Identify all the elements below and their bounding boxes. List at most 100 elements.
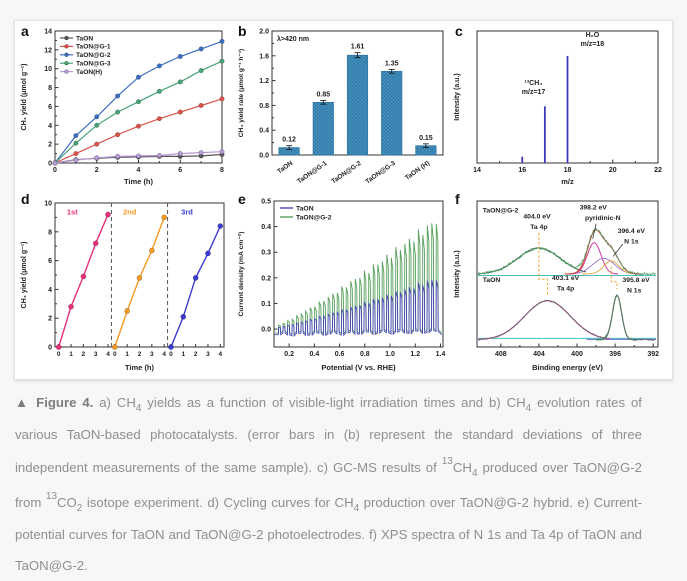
svg-text:0.0: 0.0 xyxy=(261,327,271,334)
caption-segment: ▲ Figure 4. xyxy=(15,395,94,410)
svg-text:1.35: 1.35 xyxy=(385,60,399,67)
svg-text:Ta 4p: Ta 4p xyxy=(530,224,547,231)
svg-text:8: 8 xyxy=(220,167,224,174)
svg-text:TaON@G-3: TaON@G-3 xyxy=(76,61,111,68)
xps-measured-TaON@G-2 xyxy=(477,227,656,277)
svg-text:TaON: TaON xyxy=(483,277,501,284)
plot-frame xyxy=(273,200,444,348)
svg-text:TaON(H): TaON(H) xyxy=(76,69,102,76)
svg-text:Time (h): Time (h) xyxy=(125,363,155,372)
caption-segment: a) CH xyxy=(93,395,136,410)
caption-segment: produced over TaON@G-2 from xyxy=(15,460,642,511)
svg-text:0.8: 0.8 xyxy=(259,103,269,110)
svg-text:1.61: 1.61 xyxy=(351,44,365,51)
caption-segment: 13 xyxy=(45,491,58,503)
panel-e: e 0.2 0.4 0.6 0.8 1.0 1.2 1.4 0.0 0.1 0.2 0.3 0.4 0.… xyxy=(234,191,451,377)
svg-text:396: 396 xyxy=(609,351,621,358)
svg-text:0: 0 xyxy=(57,351,61,358)
svg-text:CH₄ yield (μmol g⁻¹): CH₄ yield (μmol g⁻¹) xyxy=(21,64,28,131)
caption-segment: CO xyxy=(57,495,77,511)
svg-text:4: 4 xyxy=(218,351,222,358)
svg-text:Potential (V vs. RHE): Potential (V vs. RHE) xyxy=(321,363,396,372)
svg-text:0.4: 0.4 xyxy=(309,351,319,358)
svg-text:18: 18 xyxy=(564,167,572,174)
xps-measured-TaON xyxy=(477,294,656,341)
caption-segment: CH xyxy=(452,460,472,476)
series-TaON xyxy=(274,279,443,337)
panel-c: c 14 16 18 20 22 ¹³CH₄ m/z=17 H₂O m/z=18 m/z Inten… xyxy=(451,23,668,191)
svg-text:1.6: 1.6 xyxy=(259,53,269,60)
svg-text:6: 6 xyxy=(48,258,52,265)
caption-segment: production over TaON@G-2 hybrid. e) Curr… xyxy=(15,495,642,573)
bar-TaON@G-2 xyxy=(346,54,369,156)
svg-text:TaON@G-2: TaON@G-2 xyxy=(483,208,519,215)
caption-segment: yields as a function of visible-light ir… xyxy=(141,395,526,410)
svg-text:0.8: 0.8 xyxy=(360,351,370,358)
svg-text:0.85: 0.85 xyxy=(316,91,330,98)
svg-text:20: 20 xyxy=(609,167,617,174)
svg-text:TaON: TaON xyxy=(296,205,314,212)
svg-text:10: 10 xyxy=(44,66,52,73)
svg-text:m/z: m/z xyxy=(561,177,574,186)
svg-text:396.4 eV: 396.4 eV xyxy=(618,228,646,235)
svg-text:0.15: 0.15 xyxy=(419,135,433,142)
svg-text:408: 408 xyxy=(495,351,507,358)
svg-text:1: 1 xyxy=(125,351,129,358)
svg-text:m/z=18: m/z=18 xyxy=(581,41,605,48)
svg-text:0.1: 0.1 xyxy=(261,301,271,308)
guide-line xyxy=(538,232,548,295)
panel-letter-c: c xyxy=(455,23,463,39)
svg-text:TaON@G-2: TaON@G-2 xyxy=(330,160,363,186)
svg-text:N 1s: N 1s xyxy=(624,238,639,245)
svg-text:TaON@G-2: TaON@G-2 xyxy=(296,214,332,221)
cycle-2nd xyxy=(114,217,165,348)
svg-text:1.2: 1.2 xyxy=(259,78,269,85)
caption-segment: 4 xyxy=(135,403,142,414)
svg-text:395.8 eV: 395.8 eV xyxy=(622,277,650,284)
chart-a: 0 2 4 6 8 0 2 4 6 8 10 12 14 Time (h) CH₄ yield (μmol … xyxy=(21,29,225,186)
svg-text:0: 0 xyxy=(169,351,173,358)
panel-d: d 0 2 4 6 8 10 0 1 2 3 4 0 1 2 3 4 0 1 2 3 4 1st 2nd 3rd Time (h… xyxy=(17,191,234,377)
panel-letter-f: f xyxy=(455,191,460,207)
svg-text:0.12: 0.12 xyxy=(282,137,296,144)
caption-segment: 4 xyxy=(353,503,360,515)
caption-segment: 4 xyxy=(471,468,478,480)
xps-peak-396.4 xyxy=(581,260,640,275)
svg-text:3: 3 xyxy=(150,351,154,358)
panel-letter-a: a xyxy=(21,23,29,39)
xps-peak-395.8 xyxy=(596,295,638,341)
panel-f: f 408 404 400 396 392 TaON@G-2 404.0 eV Ta 4p 39… xyxy=(451,191,668,377)
svg-text:2: 2 xyxy=(194,351,198,358)
svg-text:6: 6 xyxy=(48,104,52,111)
series-TaON@G-2 xyxy=(274,223,443,336)
chart-f: 408 404 400 396 392 TaON@G-2 404.0 eV Ta 4p 398.… xyxy=(454,200,659,372)
svg-text:Binding energy (eV): Binding energy (eV) xyxy=(532,363,603,372)
svg-text:4: 4 xyxy=(48,123,52,130)
svg-text:TaON@G-2: TaON@G-2 xyxy=(76,52,111,59)
svg-text:3: 3 xyxy=(94,351,98,358)
svg-text:0.4: 0.4 xyxy=(259,128,269,135)
panel-letter-d: d xyxy=(21,191,30,207)
svg-text:0.5: 0.5 xyxy=(261,199,271,206)
svg-text:1: 1 xyxy=(181,351,185,358)
svg-text:392: 392 xyxy=(647,351,659,358)
svg-text:2: 2 xyxy=(95,167,99,174)
caption-segment: 2 xyxy=(76,503,83,515)
svg-text:3: 3 xyxy=(206,351,210,358)
figure-caption: ▲ Figure 4. a) CH4 yields as a function … xyxy=(0,388,657,581)
svg-text:λ>420 nm: λ>420 nm xyxy=(277,35,309,43)
svg-text:Ta 4p: Ta 4p xyxy=(557,285,574,292)
chart-e: 0.2 0.4 0.6 0.8 1.0 1.2 1.4 0.0 0.1 0.2 0.3 0.4 0.5 T… xyxy=(238,199,445,373)
svg-text:CH₄ yield rate (μmol g⁻¹ h⁻¹): CH₄ yield rate (μmol g⁻¹ h⁻¹) xyxy=(238,49,245,138)
caption-segment: 13 xyxy=(441,456,453,468)
svg-text:¹³CH₄: ¹³CH₄ xyxy=(525,80,543,87)
svg-text:TaON@G-1: TaON@G-1 xyxy=(296,160,329,186)
svg-text:1.0: 1.0 xyxy=(385,351,395,358)
svg-text:403.1 eV: 403.1 eV xyxy=(552,275,580,282)
guide-line xyxy=(610,266,618,289)
svg-text:0.6: 0.6 xyxy=(335,351,345,358)
svg-text:14: 14 xyxy=(44,29,52,36)
svg-text:3rd: 3rd xyxy=(181,208,193,217)
cycle-3rd xyxy=(170,225,221,348)
panel-b: b 0.0 0.4 0.8 1.2 1.6 2.0 0.12 TaON 0.85 TaON@G-1… xyxy=(234,23,451,191)
